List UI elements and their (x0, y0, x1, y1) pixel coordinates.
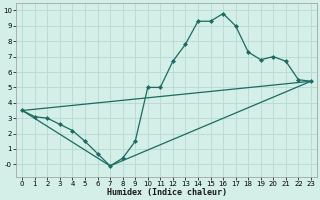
X-axis label: Humidex (Indice chaleur): Humidex (Indice chaleur) (107, 188, 227, 197)
